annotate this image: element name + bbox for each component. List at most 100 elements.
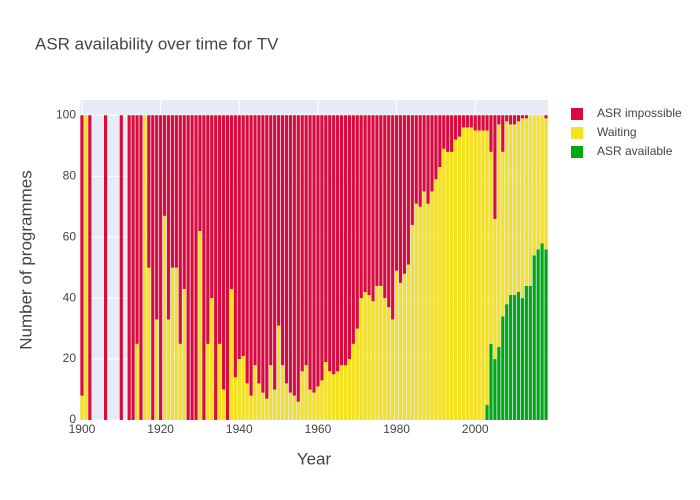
bar: [379, 285, 383, 420]
bar: [505, 121, 509, 305]
bar: [308, 389, 312, 420]
bar: [509, 124, 513, 296]
bar: [296, 401, 300, 420]
bar: [406, 264, 410, 420]
bar: [457, 136, 462, 421]
bar: [221, 115, 226, 390]
bar: [265, 115, 269, 399]
bar: [253, 115, 257, 366]
bar: [540, 243, 544, 420]
bar: [343, 115, 348, 366]
bar: [544, 115, 548, 119]
x-tick-label: 1960: [305, 422, 332, 436]
bar: [280, 115, 285, 366]
x-tick-label: 1980: [383, 422, 410, 436]
bar: [292, 115, 296, 396]
bar: [218, 115, 222, 344]
bar: [438, 115, 442, 168]
bar: [406, 115, 410, 265]
y-axis-label: Number of programmes: [16, 170, 35, 350]
bar: [300, 115, 304, 372]
bar: [304, 365, 308, 420]
bar: [501, 151, 505, 317]
bar: [501, 316, 505, 420]
bar: [214, 115, 218, 420]
bar: [174, 115, 178, 268]
bar: [454, 139, 458, 420]
bar: [469, 127, 473, 420]
bar: [465, 115, 469, 128]
bar: [339, 365, 344, 420]
bar: [422, 115, 426, 192]
bar: [493, 218, 497, 360]
bar: [277, 115, 281, 326]
bar: [261, 115, 265, 393]
bar: [477, 115, 481, 131]
bar: [245, 383, 249, 420]
bar: [402, 115, 407, 274]
bar: [505, 115, 509, 122]
bar: [127, 115, 131, 420]
bar: [461, 115, 466, 128]
bar: [516, 115, 521, 122]
bar: [450, 115, 454, 152]
bar: [544, 118, 548, 250]
bar: [497, 124, 501, 347]
bar: [485, 130, 489, 405]
bar: [80, 115, 84, 396]
bar: [363, 292, 367, 420]
bar: [257, 115, 261, 384]
bar: [103, 115, 108, 420]
bar: [532, 115, 536, 256]
legend-swatch: [571, 146, 583, 158]
bar: [147, 267, 151, 420]
bar: [218, 343, 222, 420]
bar: [426, 203, 430, 420]
bar: [269, 115, 273, 366]
y-tick-label: 80: [63, 168, 77, 182]
bar: [395, 115, 399, 271]
bar: [253, 365, 257, 420]
bar: [273, 389, 277, 420]
bar: [292, 395, 296, 420]
y-tick-label: 100: [56, 107, 76, 121]
bar: [174, 267, 178, 420]
bar: [430, 115, 434, 192]
bar: [351, 343, 355, 420]
bar: [402, 273, 407, 420]
bar: [505, 304, 509, 420]
bar: [151, 115, 155, 420]
bar: [257, 383, 261, 420]
bar: [379, 115, 383, 286]
bar: [237, 359, 241, 420]
bar: [178, 115, 182, 344]
bar: [237, 115, 241, 360]
bar: [351, 115, 355, 344]
bar: [536, 249, 540, 420]
bar: [481, 130, 485, 420]
bar: [261, 392, 265, 420]
legend-swatch: [571, 108, 583, 120]
bar: [265, 398, 269, 420]
bar: [414, 203, 418, 420]
bar: [355, 115, 359, 329]
bar: [430, 191, 434, 420]
bar: [324, 362, 328, 420]
bar: [383, 115, 387, 299]
bar: [245, 115, 249, 384]
bar: [528, 115, 532, 286]
bar: [446, 151, 450, 421]
bar: [509, 115, 513, 125]
bar: [493, 115, 497, 219]
bar: [473, 115, 477, 131]
bar: [339, 115, 344, 366]
bar: [131, 115, 135, 420]
bar: [446, 115, 450, 152]
y-tick-label: 0: [69, 412, 76, 426]
bar: [210, 115, 214, 299]
bar: [332, 374, 336, 420]
bar: [155, 115, 159, 320]
bar: [119, 115, 123, 420]
bar: [206, 115, 210, 344]
bar: [198, 115, 202, 232]
